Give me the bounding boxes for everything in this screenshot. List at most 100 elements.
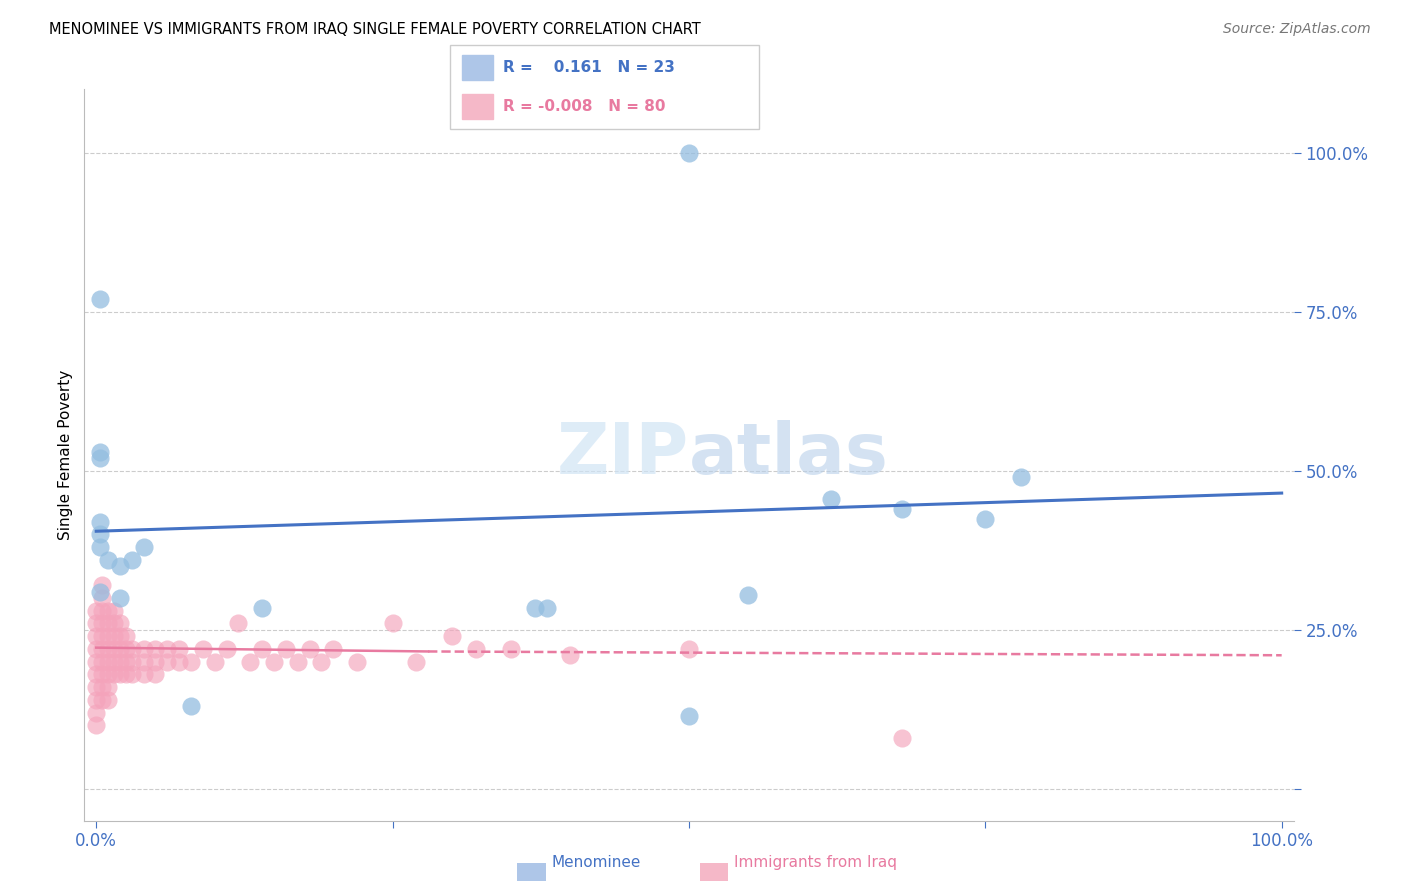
- Text: Menominee: Menominee: [551, 855, 641, 870]
- Point: [84, 706, 107, 720]
- Point: [121, 553, 143, 567]
- Point: [287, 655, 309, 669]
- Point: [84, 693, 107, 707]
- Text: R =    0.161   N = 23: R = 0.161 N = 23: [502, 60, 675, 75]
- Point: [84, 616, 107, 631]
- Point: [108, 616, 131, 631]
- Text: ZIP: ZIP: [557, 420, 689, 490]
- Point: [121, 655, 143, 669]
- Point: [97, 629, 120, 643]
- Point: [103, 655, 125, 669]
- Point: [132, 655, 155, 669]
- Point: [89, 540, 111, 554]
- Point: [84, 629, 107, 643]
- Point: [103, 604, 125, 618]
- Point: [346, 655, 368, 669]
- Point: [108, 629, 131, 643]
- Point: [84, 604, 107, 618]
- Point: [737, 588, 759, 602]
- Point: [97, 655, 120, 669]
- Y-axis label: Single Female Poverty: Single Female Poverty: [58, 370, 73, 540]
- Point: [167, 655, 190, 669]
- Point: [228, 616, 250, 631]
- Point: [167, 641, 190, 656]
- Point: [103, 641, 125, 656]
- Point: [89, 515, 111, 529]
- Point: [381, 616, 404, 631]
- Point: [97, 680, 120, 694]
- Point: [103, 616, 125, 631]
- Point: [108, 641, 131, 656]
- Point: [97, 641, 120, 656]
- Point: [263, 655, 285, 669]
- Point: [204, 655, 226, 669]
- Point: [91, 629, 114, 643]
- Point: [91, 591, 114, 605]
- Bar: [463, 94, 494, 120]
- Point: [91, 667, 114, 681]
- Point: [501, 641, 523, 656]
- Point: [891, 731, 914, 745]
- Point: [322, 641, 344, 656]
- Text: atlas: atlas: [689, 420, 889, 490]
- Point: [108, 667, 131, 681]
- Point: [121, 641, 143, 656]
- Point: [89, 451, 111, 466]
- Point: [91, 616, 114, 631]
- Point: [180, 655, 202, 669]
- Point: [250, 600, 273, 615]
- Point: [84, 655, 107, 669]
- FancyBboxPatch shape: [450, 45, 759, 129]
- Point: [97, 693, 120, 707]
- Point: [464, 641, 486, 656]
- Point: [89, 584, 111, 599]
- Point: [97, 616, 120, 631]
- Text: MENOMINEE VS IMMIGRANTS FROM IRAQ SINGLE FEMALE POVERTY CORRELATION CHART: MENOMINEE VS IMMIGRANTS FROM IRAQ SINGLE…: [49, 22, 702, 37]
- Point: [108, 559, 131, 574]
- Point: [678, 145, 700, 160]
- Point: [274, 641, 297, 656]
- Point: [820, 492, 842, 507]
- Point: [191, 641, 214, 656]
- Point: [156, 655, 179, 669]
- Point: [91, 693, 114, 707]
- Point: [145, 641, 167, 656]
- Point: [91, 655, 114, 669]
- Point: [298, 641, 321, 656]
- Text: Source: ZipAtlas.com: Source: ZipAtlas.com: [1223, 22, 1371, 37]
- Point: [405, 655, 427, 669]
- Point: [89, 444, 111, 458]
- Point: [84, 680, 107, 694]
- Point: [156, 641, 179, 656]
- Point: [536, 600, 558, 615]
- Point: [103, 629, 125, 643]
- Point: [115, 629, 138, 643]
- Point: [560, 648, 582, 663]
- Point: [121, 667, 143, 681]
- Point: [239, 655, 262, 669]
- Point: [103, 667, 125, 681]
- Point: [97, 604, 120, 618]
- Point: [91, 604, 114, 618]
- Point: [91, 680, 114, 694]
- Point: [132, 641, 155, 656]
- Point: [91, 641, 114, 656]
- Point: [115, 655, 138, 669]
- Point: [108, 655, 131, 669]
- Point: [89, 527, 111, 541]
- Point: [440, 629, 463, 643]
- Point: [115, 641, 138, 656]
- Point: [180, 699, 202, 714]
- Point: [89, 292, 111, 306]
- Point: [84, 667, 107, 681]
- Bar: [463, 54, 494, 80]
- Point: [523, 600, 546, 615]
- Point: [84, 718, 107, 732]
- Point: [1010, 470, 1032, 484]
- Point: [97, 553, 120, 567]
- Point: [115, 667, 138, 681]
- Point: [974, 511, 997, 525]
- Point: [84, 641, 107, 656]
- Point: [891, 502, 914, 516]
- Point: [132, 540, 155, 554]
